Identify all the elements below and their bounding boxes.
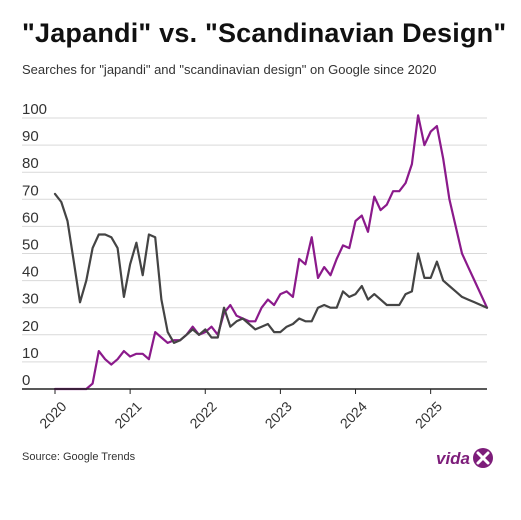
y-tick-label: 90 xyxy=(22,128,39,145)
logo-x-mark-icon xyxy=(476,451,490,465)
y-tick-label: 40 xyxy=(22,264,39,281)
y-tick-label: 30 xyxy=(22,291,39,308)
x-tick-label: 2022 xyxy=(186,398,219,431)
series-line-scandinavian xyxy=(53,192,489,344)
series-lines xyxy=(53,114,489,391)
y-tick-label: 60 xyxy=(22,209,39,226)
x-tick-label: 2023 xyxy=(262,398,295,431)
y-tick-label: 100 xyxy=(22,101,47,118)
x-tick-label: 2021 xyxy=(111,398,144,431)
source-note: Source: Google Trends xyxy=(22,451,136,463)
y-tick-label: 50 xyxy=(22,237,39,254)
x-tick-label: 2025 xyxy=(412,398,445,431)
x-tick-label: 2020 xyxy=(36,398,69,431)
chart-subtitle: Searches for "japandi" and "scandinavian… xyxy=(22,62,437,77)
x-tick-label: 2024 xyxy=(337,398,370,431)
y-tick-label: 80 xyxy=(22,155,39,172)
y-tick-label: 0 xyxy=(22,372,30,389)
x-axis-tick-labels: 2020 2021 2022 2023 2024 2025 xyxy=(36,389,445,432)
vidaxl-logo: vida xyxy=(436,448,493,468)
gridlines xyxy=(22,117,487,363)
chart-title: "Japandi" vs. "Scandinavian Design" xyxy=(22,18,507,48)
y-tick-label: 10 xyxy=(22,345,39,362)
series-line-japandi xyxy=(53,114,489,391)
logo-wordmark: vida xyxy=(436,449,470,468)
y-tick-label: 70 xyxy=(22,182,39,199)
y-axis-tick-labels: 0 10 20 30 40 50 60 70 80 90 100 xyxy=(22,101,47,389)
y-tick-label: 20 xyxy=(22,318,39,335)
